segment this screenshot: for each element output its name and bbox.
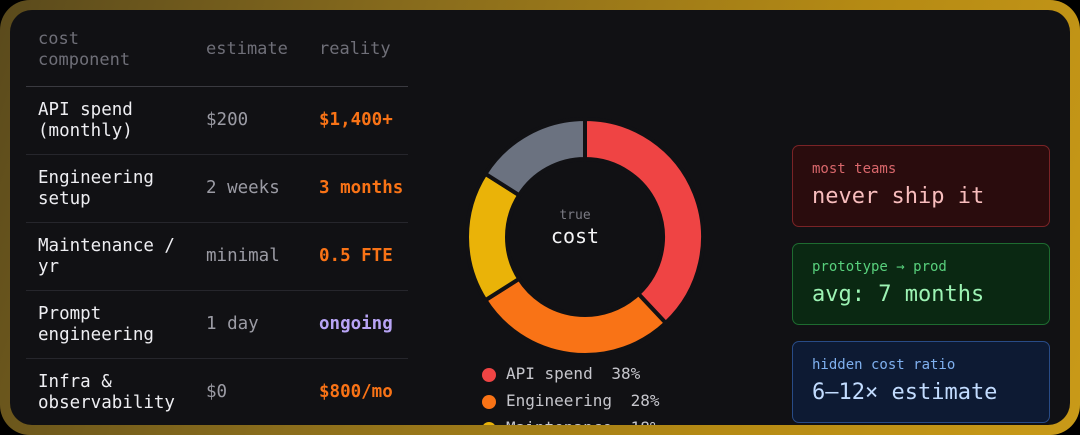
card-value: 6–12× estimate [812,380,998,405]
header-estimate: estimate [206,39,288,59]
donut-slice-engineering [482,276,669,357]
legend-dot-icon [482,368,496,382]
donut-center-small-label: true [559,208,591,223]
legend-label: Engineering [506,391,612,410]
table-row: Engineering setup 2 weeks 3 months [26,155,408,223]
card-most-teams: most teams never ship it [792,145,1050,227]
donut-slice-other [482,116,587,198]
table-row: Maintenance / yr minimal 0.5 FTE [26,223,408,291]
reality-cell: ongoing [319,314,393,334]
header-cost-component: cost component [38,29,131,70]
reality-cell: 3 months [319,178,404,198]
cost-component-cell: Maintenance / yr [38,236,175,277]
legend-percent: 28% [630,391,660,410]
cost-panel: cost component estimate reality API spen… [10,10,1070,425]
legend-dot-icon [482,395,496,409]
table-row: API spend (monthly) $200 $1,400+ [26,87,408,155]
card-hidden-cost-ratio: hidden cost ratio 6–12× estimate [792,341,1050,423]
legend-label: API spend [506,364,593,383]
legend-label: Maintenance [506,418,612,425]
card-value: avg: 7 months [812,282,985,307]
cost-donut-chart [465,116,705,357]
card-label: most teams [812,161,897,177]
table-row: Infra & observability $0 $800/mo [26,359,408,425]
cost-table: cost component estimate reality API spen… [26,26,408,425]
cost-component-cell: API spend (monthly) [38,100,133,141]
table-header: cost component estimate reality [26,26,408,87]
card-label: hidden cost ratio [812,357,956,373]
estimate-cell: $200 [206,110,249,130]
header-reality: reality [319,39,391,59]
table-row: Prompt engineering 1 day ongoing [26,291,408,359]
legend-dot-icon [482,422,496,425]
estimate-cell: $0 [206,382,228,402]
reality-cell: $1,400+ [319,110,393,130]
estimate-cell: minimal [206,246,280,266]
donut-center-label: cost [550,224,600,248]
reality-cell: $800/mo [319,382,393,402]
card-prototype-to-prod: prototype → prod avg: 7 months [792,243,1050,325]
card-value: never ship it [812,184,985,209]
estimate-cell: 2 weeks [206,178,280,198]
estimate-cell: 1 day [206,314,259,334]
card-label: prototype → prod [812,259,947,275]
cost-component-cell: Infra & observability [38,372,175,413]
cost-component-cell: Prompt engineering [38,304,154,345]
legend-percent: 18% [631,418,660,425]
legend-percent: 38% [611,364,641,383]
reality-cell: 0.5 FTE [319,246,393,266]
cost-component-cell: Engineering setup [38,168,154,209]
donut-slice-api-spend [583,116,705,326]
